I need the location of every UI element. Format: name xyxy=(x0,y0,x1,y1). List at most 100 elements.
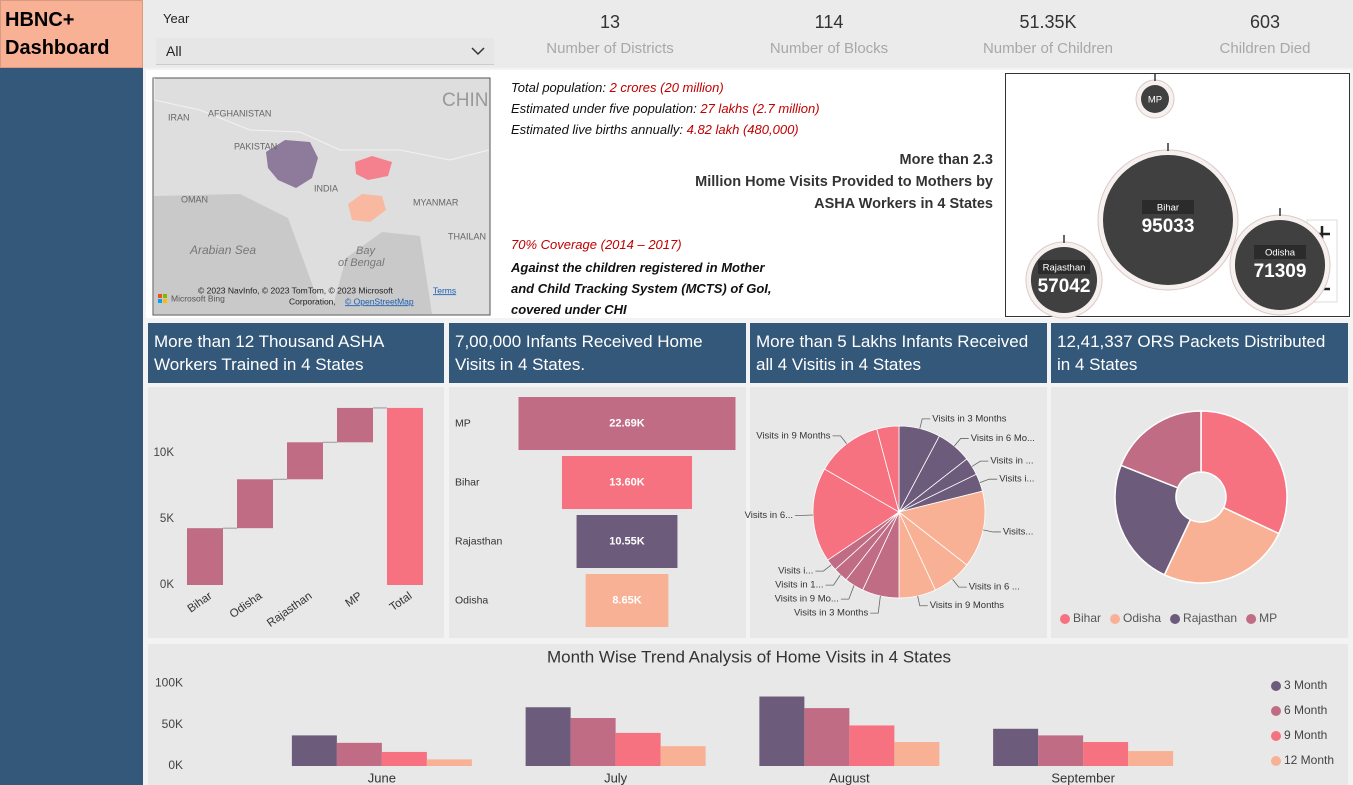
y-tick-label: 100K xyxy=(155,675,183,689)
info-stats: Total population: 2 crores (20 million) … xyxy=(511,77,820,140)
bar xyxy=(381,751,427,766)
map-label: CHIN xyxy=(442,90,488,111)
legend-label: Bihar xyxy=(1073,611,1101,625)
category-label: Rajasthan xyxy=(455,535,502,547)
map-label: INDIA xyxy=(314,183,338,193)
legend-label: 3 Month xyxy=(1284,678,1327,692)
map-label: THAILAN xyxy=(448,231,486,241)
slicer-value: All xyxy=(166,43,182,59)
slice-label: Visits in 9 Months xyxy=(930,600,1005,611)
kpi-label: Number of Districts xyxy=(546,40,674,57)
bubble-label-bg xyxy=(1254,245,1306,259)
bar xyxy=(804,708,850,766)
bar xyxy=(570,718,616,766)
leader-line xyxy=(832,435,847,445)
kpi: 13 Number of Districts xyxy=(510,8,710,57)
stat-value: 2 crores (20 million) xyxy=(609,80,724,95)
note-line: Against the children registered in Mothe… xyxy=(511,260,765,275)
legend-label: Odisha xyxy=(1123,611,1161,625)
card-title: More than 5 Lakhs Infants Received all 4… xyxy=(750,323,1047,383)
kpi-label: Children Died xyxy=(1219,40,1311,57)
legend-swatch xyxy=(1110,614,1121,624)
leader-line xyxy=(825,574,841,586)
stat-label: Total population: xyxy=(511,80,606,95)
stat-label: Estimated live births annually: xyxy=(511,122,683,137)
map-bing: Microsoft Bing xyxy=(171,293,225,303)
slice-label: Visits in ... xyxy=(990,456,1033,467)
coverage: 70% Coverage (2014 – 2017) xyxy=(511,237,682,252)
map-label: of Bengal xyxy=(338,257,385,269)
map-attribution: © 2023 NavInfo, © 2023 TomTom, © 2023 Mi… xyxy=(198,285,394,295)
bar xyxy=(237,479,273,529)
bar xyxy=(287,442,323,480)
map-attribution: Corporation, xyxy=(289,296,336,306)
slice-label: Visits i... xyxy=(999,474,1034,485)
legend-swatch xyxy=(1271,756,1281,766)
pie-slice xyxy=(876,425,900,513)
bar xyxy=(1083,742,1129,766)
leader-line xyxy=(870,595,881,614)
bing-logo xyxy=(163,294,167,298)
leader-line xyxy=(979,478,998,483)
sidebar xyxy=(0,0,143,785)
category-label: Bihar xyxy=(455,476,480,488)
map-terms[interactable]: Terms xyxy=(433,285,456,295)
bubble-name: Odisha xyxy=(1265,248,1296,259)
card-title: 12,41,337 ORS Packets Distributed in 4 S… xyxy=(1051,323,1348,383)
kpi-label: Number of Children xyxy=(982,40,1114,57)
bar xyxy=(426,759,472,766)
legend-swatch xyxy=(1060,614,1070,624)
kpi: 114 Number of Blocks xyxy=(729,8,929,57)
bar xyxy=(337,407,373,443)
bubble xyxy=(1141,85,1169,113)
stat: Total population: 2 crores (20 million) xyxy=(511,77,820,98)
leader-line xyxy=(815,564,832,572)
map-osm[interactable]: © OpenStreetMap xyxy=(345,296,414,306)
bar xyxy=(759,696,805,766)
bubble-label-bg xyxy=(1038,260,1090,274)
leader-line xyxy=(840,585,855,600)
map-label: Bay xyxy=(356,245,376,257)
leader-line xyxy=(917,595,928,607)
funnel-bar xyxy=(518,397,736,450)
bubble-label-bg xyxy=(1142,200,1194,214)
note-line: and Child Tracking System (MCTS) of GoI, xyxy=(511,281,772,296)
slice-label: Visits... xyxy=(1003,526,1033,537)
legend-label: 9 Month xyxy=(1284,728,1327,742)
bubble-name: Bihar xyxy=(1157,203,1179,214)
y-tick-label: 50K xyxy=(162,717,183,731)
kpi-value: 603 xyxy=(1249,12,1281,32)
legend-swatch xyxy=(1246,614,1257,624)
bubble xyxy=(1234,219,1326,311)
map-region xyxy=(355,156,392,180)
bar xyxy=(336,742,382,766)
x-tick-label: Bihar xyxy=(186,590,215,615)
leader-line xyxy=(971,460,989,467)
bar xyxy=(615,732,661,766)
bubble-value: 57042 xyxy=(1038,276,1091,297)
y-tick-label: 5K xyxy=(160,513,174,525)
bing-logo xyxy=(158,294,162,298)
stat-value: 4.82 lakh (480,000) xyxy=(686,122,799,137)
bar xyxy=(1038,735,1084,766)
slice-label: Visits in 3 Months xyxy=(794,608,869,619)
logo-line: HBNC+ xyxy=(5,9,75,31)
bubble-name: MP xyxy=(1148,95,1162,106)
slice-label: Visits in 6... xyxy=(745,510,793,521)
funnel-bar xyxy=(585,574,669,627)
x-tick-label: June xyxy=(368,770,396,785)
x-tick-label: August xyxy=(829,770,870,785)
kpi-value: 13 xyxy=(599,12,621,32)
value-label: 22.69K xyxy=(609,417,645,429)
bar xyxy=(291,735,337,766)
slice-label: Visits in 9 Months xyxy=(756,430,831,441)
map-region xyxy=(266,140,318,188)
map-label: IRAN xyxy=(168,112,190,122)
slicer-dropdown[interactable]: All xyxy=(156,38,494,65)
legend-label: MP xyxy=(1259,611,1277,625)
pie-slice xyxy=(823,428,900,513)
bar xyxy=(525,707,571,766)
headline: More than 2.3 Million Home Visits Provid… xyxy=(620,149,993,215)
legend-swatch xyxy=(1271,681,1281,691)
